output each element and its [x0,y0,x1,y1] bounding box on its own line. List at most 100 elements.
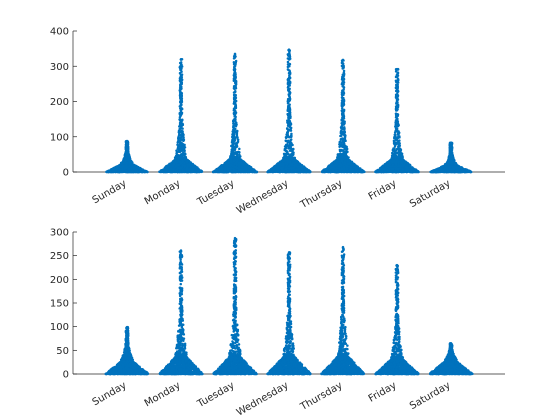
data-point [232,155,236,158]
data-point [226,159,230,162]
data-point [287,54,291,58]
data-point [178,123,182,127]
data-point [185,160,189,164]
data-point [234,112,237,116]
data-point [234,131,238,134]
y-tick-label: 300 [50,62,69,73]
data-point [145,170,149,174]
data-point [235,156,238,159]
data-point [105,170,108,174]
data-point [126,148,130,152]
data-point [286,78,290,82]
data-point [286,57,290,60]
data-point [235,152,239,155]
data-point [240,165,244,169]
data-point [235,134,239,137]
data-point [231,152,234,155]
data-point [232,100,236,104]
data-point [191,162,194,166]
data-point [289,126,293,130]
data-point [286,135,289,138]
data-point [233,119,237,122]
y-tick-label: 100 [50,132,69,143]
data-point [291,153,295,157]
data-point [226,168,230,171]
data-point [298,162,301,165]
data-point [129,170,132,174]
data-point [268,170,272,174]
data-point [124,159,127,163]
data-point [241,162,244,166]
data-point [187,163,191,166]
data-point [180,143,183,146]
data-point [232,170,235,173]
data-point [177,150,180,153]
data-point [287,152,290,156]
data-point [233,106,236,110]
data-point [284,167,288,171]
data-point [166,167,169,171]
data-point [180,111,184,115]
data-point [176,140,180,144]
data-point [123,167,126,170]
data-point [179,166,183,170]
data-point [178,115,182,119]
data-point [218,165,222,169]
data-point [235,142,239,145]
data-point [287,68,290,71]
data-point [232,159,235,163]
data-point [182,152,185,156]
data-point [179,104,183,107]
data-point [132,167,135,170]
data-point [233,95,236,99]
data-point [180,133,183,136]
data-point [233,115,236,118]
data-point [178,93,182,97]
data-point [113,169,117,173]
data-point [306,170,310,174]
data-point [288,167,291,170]
data-point [287,112,291,116]
data-point [125,164,128,167]
data-point [177,137,180,140]
data-point [286,119,289,122]
data-point [138,168,141,171]
data-point [236,138,240,141]
data-point [233,70,237,73]
data-point [286,139,290,143]
data-point [232,140,235,144]
swarm-sunday [105,139,149,174]
data-point [239,169,243,172]
data-point [180,107,184,111]
data-point [178,100,182,103]
data-point [281,166,285,169]
x-tick-label-wednesday: Wednesday [235,178,291,217]
data-point [168,170,171,174]
data-point [284,139,288,142]
data-point [215,170,218,173]
data-point [247,169,251,173]
data-point [171,164,175,168]
data-point [286,88,290,92]
data-point [232,55,236,58]
data-point [182,136,185,139]
data-point [292,151,295,154]
data-point [284,146,288,150]
data-point [232,74,236,77]
data-point [287,107,290,111]
x-tick-label-tuesday: Tuesday [195,178,237,208]
data-point [288,52,291,55]
data-point [238,147,241,151]
data-point [297,167,300,171]
data-point [181,122,184,126]
data-point [293,168,296,172]
data-point [284,155,287,159]
data-point [180,119,184,122]
data-point [286,60,290,64]
swarm-tuesday [211,52,259,174]
data-point [239,159,242,162]
data-point [191,165,194,168]
data-point [288,121,292,124]
data-point [177,132,181,136]
data-point [181,146,184,150]
